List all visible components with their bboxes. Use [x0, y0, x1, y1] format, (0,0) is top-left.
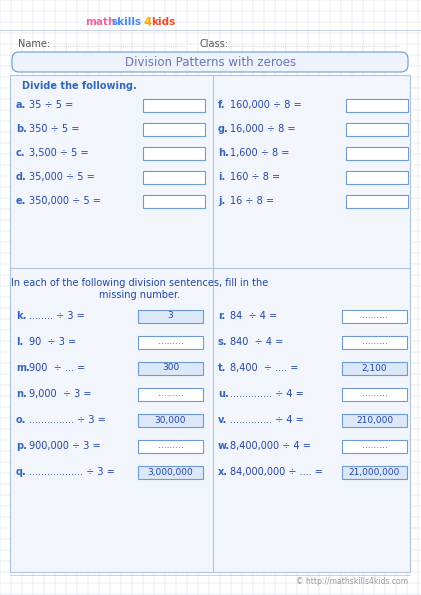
Text: l.: l. [16, 337, 23, 347]
Text: .........: ......... [362, 390, 387, 399]
Text: 21,000,000: 21,000,000 [349, 468, 400, 477]
Text: 350,000 ÷ 5 =: 350,000 ÷ 5 = [29, 196, 101, 206]
Text: n.: n. [16, 389, 27, 399]
Text: .................. ÷ 3 =: .................. ÷ 3 = [29, 467, 115, 477]
Text: .............. ÷ 4 =: .............. ÷ 4 = [230, 389, 304, 399]
Text: ........ ÷ 3 =: ........ ÷ 3 = [29, 311, 85, 321]
Text: 90  ÷ 3 =: 90 ÷ 3 = [29, 337, 76, 347]
Text: j.: j. [218, 196, 225, 206]
Text: 840  ÷ 4 =: 840 ÷ 4 = [230, 337, 283, 347]
Bar [138, 310, 203, 323]
Text: m.: m. [16, 363, 30, 373]
Text: 160,000 ÷ 8 =: 160,000 ÷ 8 = [230, 100, 301, 110]
Text: u.: u. [218, 389, 229, 399]
Text: k.: k. [16, 311, 27, 321]
Text: 3,000,000: 3,000,000 [148, 468, 193, 477]
Text: 300: 300 [162, 364, 179, 372]
Text: Name:: Name: [18, 39, 50, 49]
Text: 9,000  ÷ 3 =: 9,000 ÷ 3 = [29, 389, 91, 399]
Text: h.: h. [218, 148, 229, 158]
Bar [342, 388, 407, 401]
Text: .........: ......... [362, 337, 387, 346]
FancyBboxPatch shape [12, 52, 408, 72]
Text: f.: f. [218, 100, 226, 110]
Text: © http://mathskills4kids.com: © http://mathskills4kids.com [296, 578, 408, 587]
Text: t.: t. [218, 363, 226, 373]
Text: 8,400  ÷ .... =: 8,400 ÷ .... = [230, 363, 298, 373]
Bar [346, 195, 408, 208]
Text: p.: p. [16, 441, 27, 451]
Text: w.: w. [218, 441, 230, 451]
Text: d.: d. [16, 172, 27, 182]
Bar [143, 171, 205, 184]
Text: 8,400,000 ÷ 4 =: 8,400,000 ÷ 4 = [230, 441, 311, 451]
Bar [138, 336, 203, 349]
Text: .........: ......... [362, 312, 387, 321]
Text: 210,000: 210,000 [356, 415, 393, 424]
Text: Division Patterns with zeroes: Division Patterns with zeroes [125, 55, 296, 68]
Text: 3,500 ÷ 5 =: 3,500 ÷ 5 = [29, 148, 89, 158]
Text: s.: s. [218, 337, 227, 347]
Text: .........: ......... [362, 441, 387, 450]
Text: 16,000 ÷ 8 =: 16,000 ÷ 8 = [230, 124, 296, 134]
Bar [342, 362, 407, 375]
Bar [346, 171, 408, 184]
Text: Divide the following.: Divide the following. [22, 81, 137, 91]
Bar [342, 336, 407, 349]
Text: skills: skills [112, 17, 142, 27]
Text: i.: i. [218, 172, 225, 182]
Bar [342, 466, 407, 479]
Text: In each of the following division sentences, fill in the
missing number.: In each of the following division senten… [11, 278, 269, 300]
Bar [342, 310, 407, 323]
Bar [143, 99, 205, 112]
Text: 84  ÷ 4 =: 84 ÷ 4 = [230, 311, 277, 321]
Text: 900  ÷ ... =: 900 ÷ ... = [29, 363, 85, 373]
Text: kids: kids [151, 17, 175, 27]
Text: 160 ÷ 8 =: 160 ÷ 8 = [230, 172, 280, 182]
Bar [138, 362, 203, 375]
Text: o.: o. [16, 415, 27, 425]
Text: 4: 4 [143, 15, 151, 29]
Text: b.: b. [16, 124, 27, 134]
Text: 30,000: 30,000 [155, 415, 186, 424]
Text: ............... ÷ 3 =: ............... ÷ 3 = [29, 415, 106, 425]
Bar [342, 440, 407, 453]
Text: .........: ......... [157, 441, 184, 450]
Text: r.: r. [218, 311, 225, 321]
Text: 3: 3 [168, 312, 173, 321]
Text: g.: g. [218, 124, 229, 134]
Text: v.: v. [218, 415, 227, 425]
Text: .........: ......... [157, 337, 184, 346]
Bar [342, 414, 407, 427]
Text: q.: q. [16, 467, 27, 477]
Text: .........: ......... [157, 390, 184, 399]
Bar [143, 147, 205, 160]
Text: 350 ÷ 5 =: 350 ÷ 5 = [29, 124, 80, 134]
Text: 2,100: 2,100 [362, 364, 387, 372]
Bar [138, 440, 203, 453]
Bar [143, 195, 205, 208]
Text: 1,600 ÷ 8 =: 1,600 ÷ 8 = [230, 148, 289, 158]
Text: 900,000 ÷ 3 =: 900,000 ÷ 3 = [29, 441, 101, 451]
Text: a.: a. [16, 100, 26, 110]
Bar [138, 414, 203, 427]
Text: 16 ÷ 8 =: 16 ÷ 8 = [230, 196, 274, 206]
Bar [138, 388, 203, 401]
Text: math: math [85, 17, 115, 27]
Bar [346, 123, 408, 136]
Bar [143, 123, 205, 136]
Text: 84,000,000 ÷ .... =: 84,000,000 ÷ .... = [230, 467, 323, 477]
Text: 35 ÷ 5 =: 35 ÷ 5 = [29, 100, 73, 110]
Bar [346, 99, 408, 112]
Text: c.: c. [16, 148, 26, 158]
Bar [10, 75, 410, 572]
Text: Class:: Class: [200, 39, 229, 49]
Text: e.: e. [16, 196, 27, 206]
Text: 35,000 ÷ 5 =: 35,000 ÷ 5 = [29, 172, 95, 182]
Text: x.: x. [218, 467, 228, 477]
Bar [138, 466, 203, 479]
Text: .............. ÷ 4 =: .............. ÷ 4 = [230, 415, 304, 425]
Bar [346, 147, 408, 160]
